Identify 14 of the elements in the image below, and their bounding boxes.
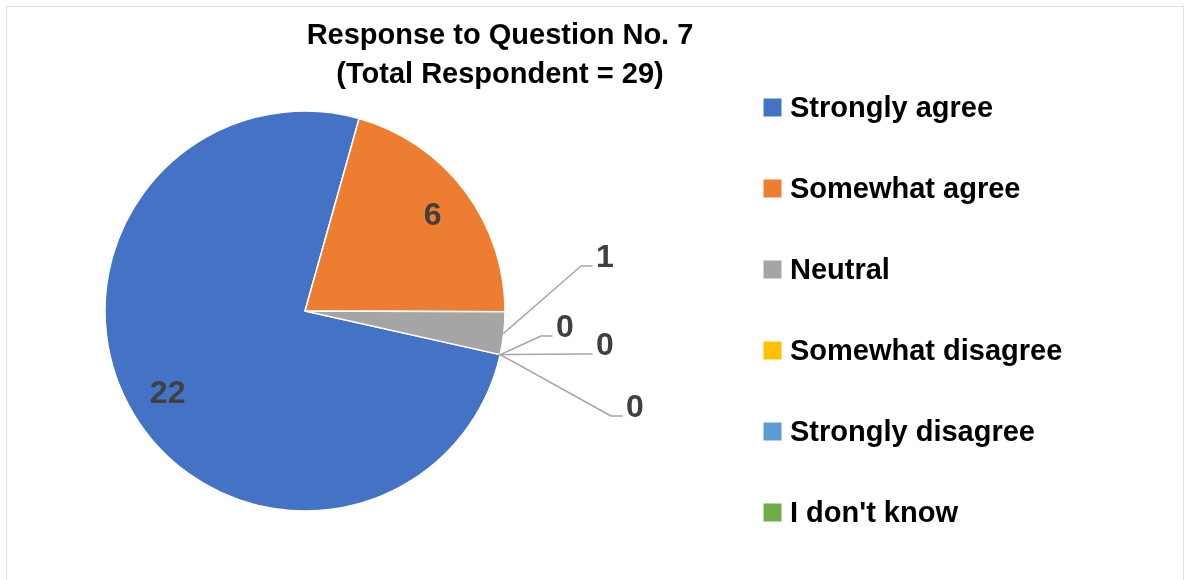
data-label: 1 <box>596 238 614 274</box>
legend-label: Strongly agree <box>790 90 994 123</box>
data-label: 6 <box>423 195 442 232</box>
legend-label: Neutral <box>790 252 890 285</box>
legend-label: I don't know <box>790 495 959 528</box>
legend-label: Somewhat disagree <box>790 333 1063 366</box>
text: 0 <box>556 308 574 344</box>
chart-subtitle: (Total Respondent = 29) <box>336 57 664 89</box>
data-label: 22 <box>149 374 186 411</box>
legend-label: Strongly disagree <box>790 414 1035 447</box>
text: 0 <box>626 388 644 424</box>
chart-title: Response to Question No. 7 <box>306 18 694 50</box>
text: 0 <box>596 326 614 362</box>
legend-label: Somewhat agree <box>790 171 1021 204</box>
